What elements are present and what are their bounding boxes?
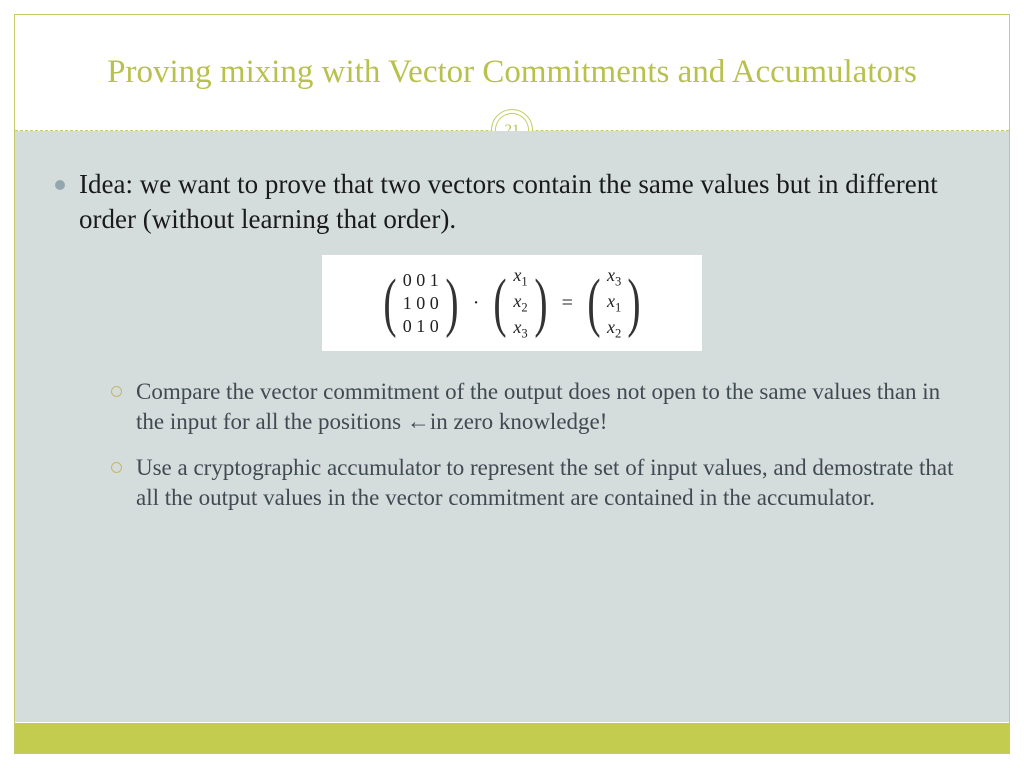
sub-bullet-text: Compare the vector commitment of the out…	[136, 377, 969, 437]
equals-sign: =	[562, 292, 573, 315]
main-bullet: Idea: we want to prove that two vectors …	[55, 167, 969, 237]
sub-bullet-list: Compare the vector commitment of the out…	[55, 377, 969, 513]
slide: Proving mixing with Vector Commitments a…	[0, 0, 1024, 768]
body-area: Idea: we want to prove that two vectors …	[15, 131, 1009, 722]
footer-bar	[15, 723, 1009, 753]
sub-bullet: Compare the vector commitment of the out…	[111, 377, 969, 437]
equation: ( 0 0 11 0 00 1 0 ) · ( x1x2x3 ) = ( x3x…	[322, 255, 702, 351]
permutation-matrix: ( 0 0 11 0 00 1 0 )	[379, 268, 463, 338]
sub-bullet: Use a cryptographic accumulator to repre…	[111, 453, 969, 513]
dot-operator: ·	[473, 292, 480, 315]
output-vector: ( x3x1x2 )	[583, 263, 645, 343]
input-vector: ( x1x2x3 )	[489, 263, 551, 343]
sub-bullet-text: Use a cryptographic accumulator to repre…	[136, 453, 969, 513]
circle-bullet-icon	[111, 386, 122, 397]
bullet-dot-icon	[55, 180, 65, 190]
slide-title: Proving mixing with Vector Commitments a…	[107, 52, 917, 93]
circle-bullet-icon	[111, 462, 122, 473]
main-bullet-text: Idea: we want to prove that two vectors …	[79, 167, 969, 237]
